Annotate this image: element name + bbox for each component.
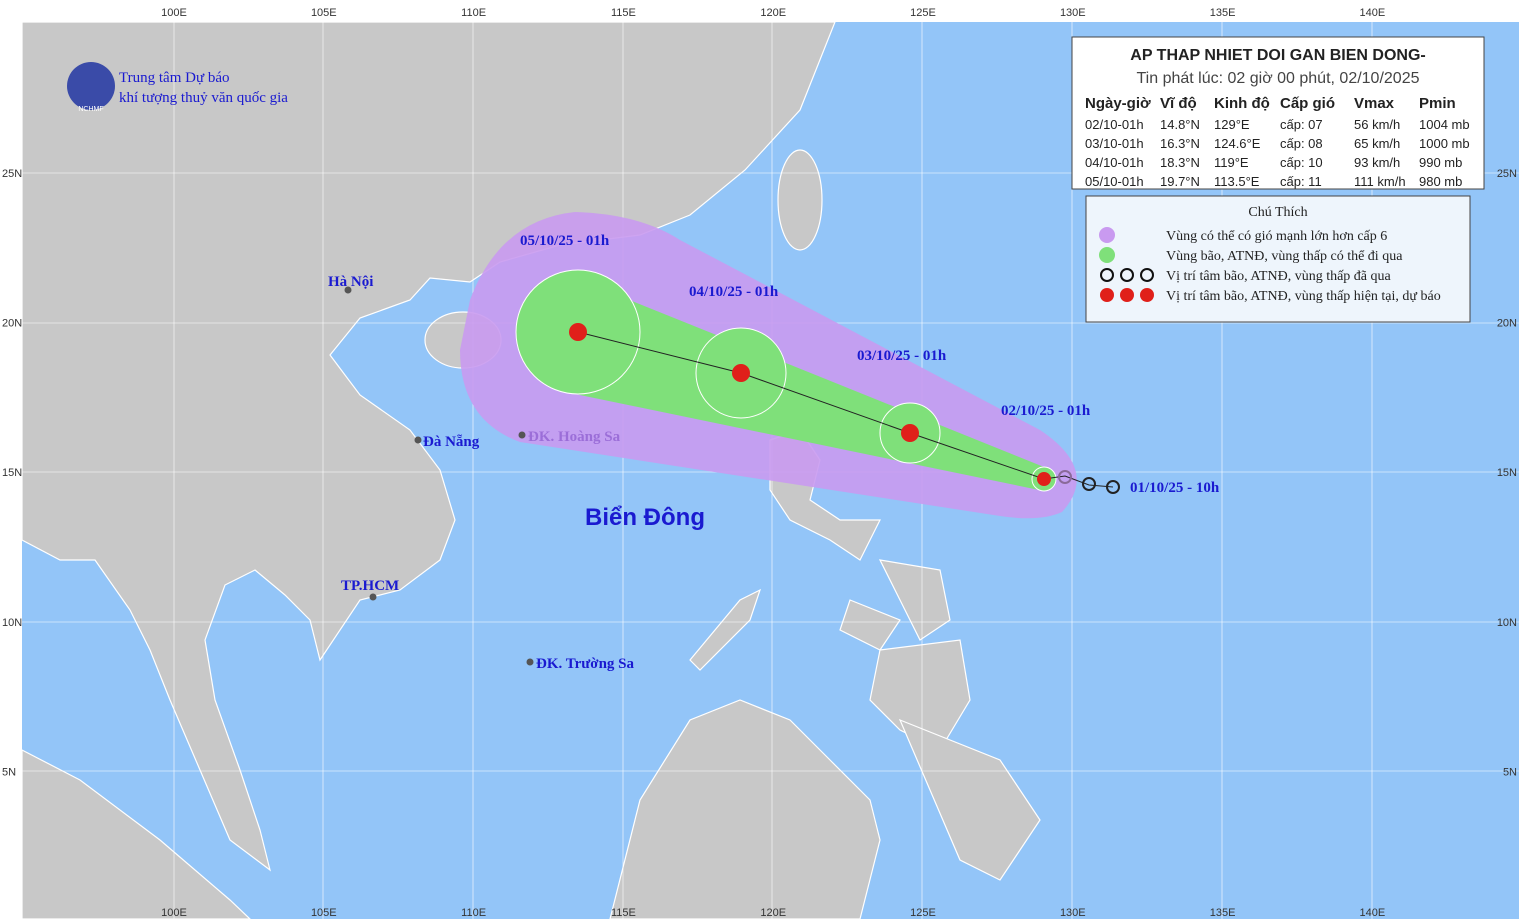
table-header: Vmax: [1354, 95, 1395, 112]
table-header: Kinh độ: [1214, 95, 1270, 112]
storm-zone: [515, 269, 1057, 492]
table-cell: 65 km/h: [1354, 136, 1400, 151]
lon-label: 135E: [1210, 907, 1236, 919]
lon-label: 120E: [760, 907, 786, 919]
lat-label: 15N: [1497, 467, 1517, 479]
info-issued: Tin phát lúc: 02 giờ 00 phút, 02/10/2025: [1137, 70, 1420, 87]
lat-label: 15N: [2, 467, 22, 479]
table-cell: cấp: 10: [1280, 155, 1323, 170]
place-label: ĐK. Trường Sa: [536, 656, 635, 672]
lat-label: 5N: [2, 766, 16, 778]
logo-text: NCHMF: [78, 106, 103, 113]
table-cell: 02/10-01h: [1085, 117, 1144, 132]
table-cell: 1004 mb: [1419, 117, 1470, 132]
table-cell: cấp: 08: [1280, 136, 1323, 151]
lon-label: 110E: [461, 7, 486, 19]
place-label: Đà Nẵng: [423, 434, 480, 450]
lon-label: 125E: [910, 907, 936, 919]
lon-label: 140E: [1360, 907, 1386, 919]
table-cell: 980 mb: [1419, 174, 1462, 189]
lon-label: 120E: [760, 7, 786, 19]
lat-label: 25N: [1497, 168, 1517, 180]
table-cell: 124.6°E: [1214, 136, 1261, 151]
legend-symbols: [1100, 268, 1154, 282]
lon-label: 115E: [611, 7, 636, 19]
sea-label: Biển Đông: [585, 504, 705, 531]
track-label: 04/10/25 - 01h: [689, 284, 779, 300]
legend-item: Vùng bão, ATNĐ, vùng thấp có thể đi qua: [1166, 249, 1403, 264]
table-cell: 119°E: [1214, 155, 1249, 170]
table-cell: 111 km/h: [1354, 174, 1406, 189]
lon-label: 100E: [161, 907, 187, 919]
table-header: Pmin: [1419, 95, 1456, 112]
table-cell: 04/10-01h: [1085, 155, 1144, 170]
place-label: ĐK. Hoàng Sa: [528, 429, 621, 445]
table-cell: 18.3°N: [1160, 155, 1200, 170]
table-cell: 19.7°N: [1160, 174, 1200, 189]
info-title: AP THAP NHIET DOI GAN BIEN DONG-: [1130, 47, 1425, 64]
forecast-positions: [569, 323, 1051, 486]
table-cell: 1000 mb: [1419, 136, 1470, 151]
legend-title: Chú Thích: [1248, 205, 1307, 220]
lat-label: 25N: [2, 168, 22, 180]
lon-label: 105E: [311, 7, 337, 19]
org-line: khí tượng thuỷ văn quốc gia: [119, 90, 288, 106]
lat-label: 10N: [2, 617, 22, 629]
table-cell: 16.3°N: [1160, 136, 1200, 151]
table-cell: 93 km/h: [1354, 155, 1400, 170]
lon-label: 130E: [1060, 907, 1086, 919]
lon-label: 130E: [1060, 7, 1086, 19]
logo: [67, 62, 115, 110]
table-header: Ngày-giờ: [1085, 95, 1151, 112]
track-label: 01/10/25 - 10h: [1130, 480, 1220, 496]
lon-label: 140E: [1360, 7, 1386, 19]
table-cell: 990 mb: [1419, 155, 1462, 170]
track-label: 03/10/25 - 01h: [857, 348, 947, 364]
place-label: Hà Nội: [328, 274, 373, 290]
lon-label: 115E: [611, 907, 636, 919]
legend-symbols: [1100, 288, 1154, 302]
place-label: TP.HCM: [341, 578, 399, 594]
past-positions: [1058, 470, 1120, 494]
info-box: [1071, 36, 1485, 190]
table-cell: 05/10-01h: [1085, 174, 1144, 189]
legend-swatch: [1099, 247, 1115, 263]
track-label: 02/10/25 - 01h: [1001, 403, 1091, 419]
table-cell: 14.8°N: [1160, 117, 1200, 132]
table-cell: 129°E: [1214, 117, 1250, 132]
track-label: 05/10/25 - 01h: [520, 233, 610, 249]
table-cell: 56 km/h: [1354, 117, 1400, 132]
table-cell: 113.5°E: [1214, 174, 1260, 189]
legend-item: Vị trí tâm bão, ATNĐ, vùng thấp đã qua: [1166, 269, 1392, 284]
table-cell: 03/10-01h: [1085, 136, 1144, 151]
lon-label: 110E: [461, 907, 486, 919]
table-cell: cấp: 07: [1280, 117, 1323, 132]
org-line: Trung tâm Dự báo: [119, 70, 230, 86]
lat-label: 20N: [2, 318, 22, 330]
legend-item: Vùng có thể có gió mạnh lớn hơn cấp 6: [1166, 229, 1387, 244]
lat-label: 5N: [1503, 766, 1517, 778]
place-dots: [344, 286, 534, 666]
lon-label: 135E: [1210, 7, 1236, 19]
lat-label: 20N: [1497, 318, 1517, 330]
table-header: Vĩ độ: [1160, 95, 1197, 112]
legend-item: Vị trí tâm bão, ATNĐ, vùng thấp hiện tại…: [1166, 289, 1441, 304]
table-header: Cấp gió: [1280, 95, 1335, 112]
lon-label: 125E: [910, 7, 936, 19]
lon-label: 100E: [161, 7, 187, 19]
lat-label: 10N: [1497, 617, 1517, 629]
table-cell: cấp: 11: [1280, 174, 1322, 189]
legend-swatch: [1099, 227, 1115, 243]
lon-label: 105E: [311, 907, 337, 919]
